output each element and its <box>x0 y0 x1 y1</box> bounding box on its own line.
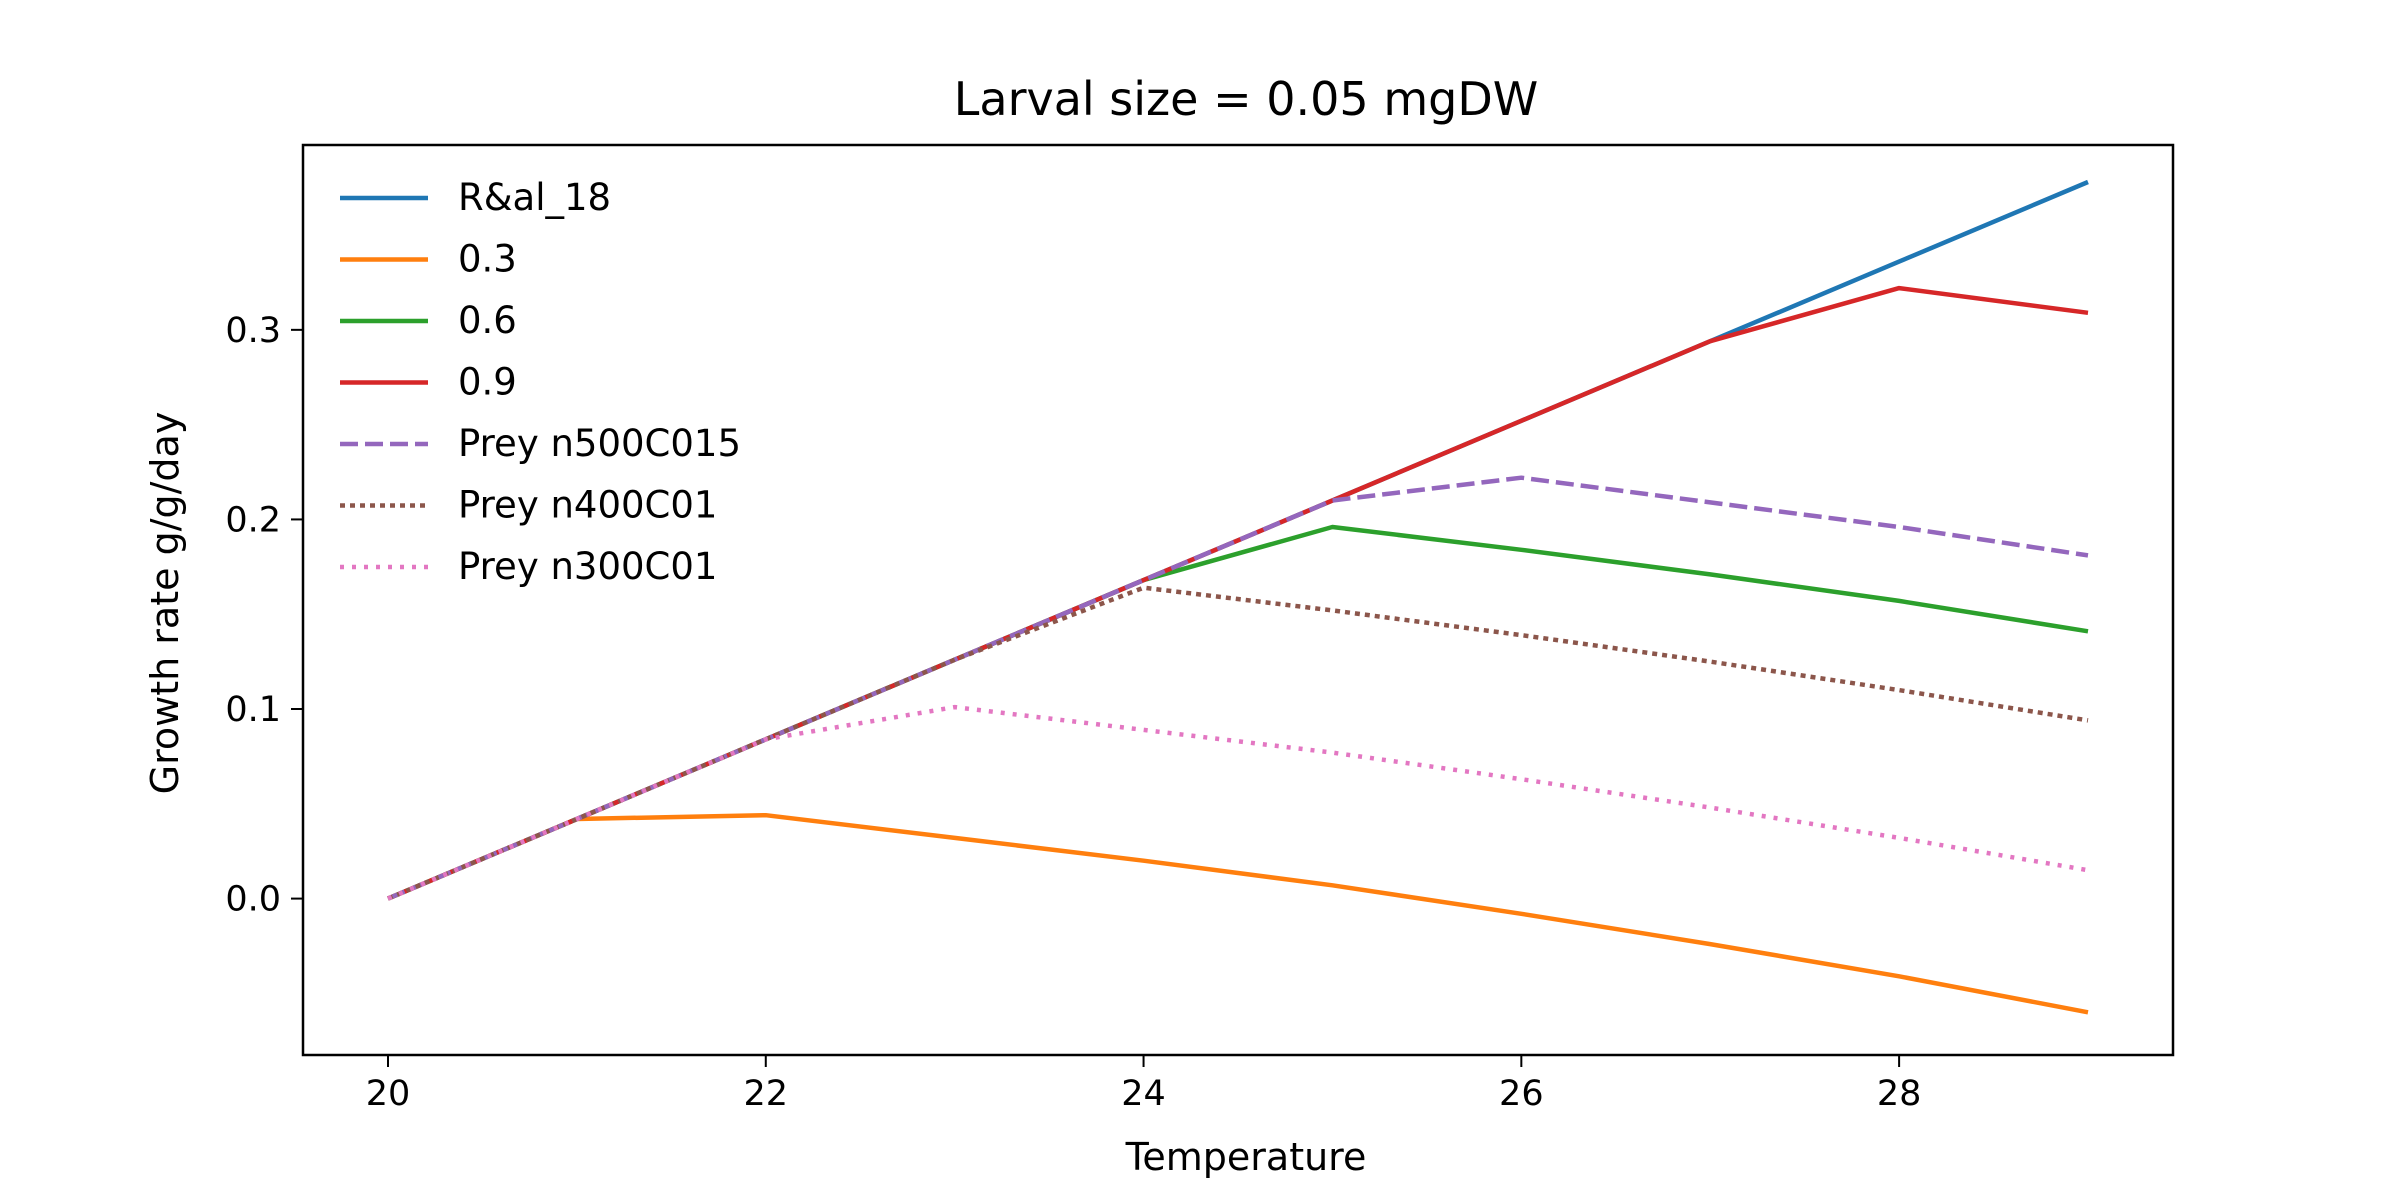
legend-label: 0.6 <box>458 299 517 342</box>
legend-label: 0.3 <box>458 238 517 281</box>
x-axis-label: Temperature <box>1125 1135 1367 1179</box>
x-tick-label: 22 <box>744 1074 789 1114</box>
legend-label: Prey n500C015 <box>458 422 741 465</box>
y-tick-label: 0.3 <box>225 311 281 351</box>
legend-label: 0.9 <box>458 361 517 404</box>
x-tick-label: 28 <box>1877 1074 1922 1114</box>
y-axis-label: Growth rate g/g/day <box>143 412 187 795</box>
x-tick-label: 20 <box>366 1074 411 1114</box>
y-tick-label: 0.2 <box>225 500 281 540</box>
series-line-2 <box>387 812 2089 1015</box>
plot-area <box>387 179 2089 1015</box>
chart-title: Larval size = 0.05 mgDW <box>954 72 1538 126</box>
x-tick-label: 26 <box>1499 1074 1544 1114</box>
series-line-5 <box>387 475 2089 901</box>
axis-ticks: 20 22 24 26 28 0.0 0.1 0.2 0.3 <box>225 311 1921 1114</box>
y-tick-label: 0.1 <box>225 690 281 730</box>
series-line-6 <box>387 585 2089 901</box>
y-tick-label: 0.0 <box>225 880 281 920</box>
legend-label: Prey n300C01 <box>458 545 717 588</box>
x-tick-label: 24 <box>1121 1074 1166 1114</box>
legend: R&al_18 0.3 0.6 0.9 Prey n500C015 Prey n400C0… <box>340 176 741 588</box>
legend-label: Prey n400C01 <box>458 484 717 527</box>
plot-frame <box>301 143 2175 1057</box>
legend-label: R&al_18 <box>458 176 611 219</box>
